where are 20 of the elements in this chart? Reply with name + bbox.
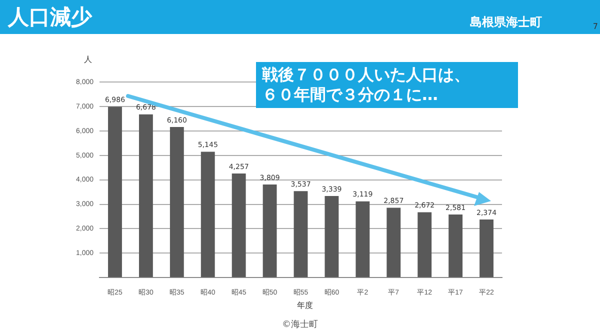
chart-subtitle: 島根県海士町 (470, 14, 542, 31)
bar (480, 220, 494, 278)
bar (108, 106, 122, 278)
bar (294, 191, 308, 278)
bar (356, 201, 370, 278)
bar (138, 114, 153, 278)
bar (232, 174, 246, 278)
bar (448, 214, 463, 278)
bar (200, 152, 215, 278)
text: ©海士町 (281, 318, 319, 331)
bar (170, 126, 184, 278)
x-axis-title: 年度 (296, 300, 314, 311)
bar (324, 196, 339, 278)
annotation: 戦後７０００人いた人口は、６０年間で３分の１に… (262, 65, 471, 105)
text: 7 (592, 22, 598, 31)
bar (418, 212, 432, 278)
y-axis-title: 人 (84, 54, 92, 65)
bar (386, 208, 401, 278)
bar (262, 184, 277, 278)
chart-title: 人口減少 (8, 4, 92, 31)
